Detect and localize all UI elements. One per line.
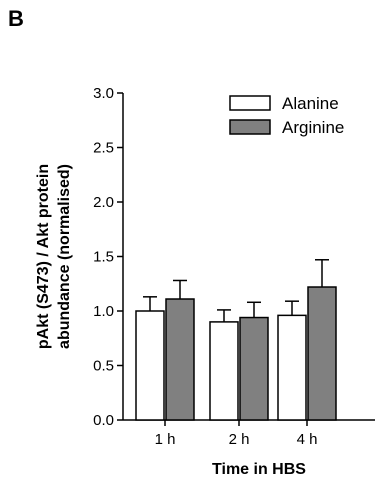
y-tick-label: 2.0 bbox=[93, 194, 114, 211]
y-tick-label: 3.0 bbox=[93, 85, 114, 102]
y-axis: 0.0 0.5 1.0 1.5 2.0 2.5 3.0 bbox=[93, 85, 124, 429]
legend: Alanine Arginine bbox=[229, 94, 344, 137]
x-tick-label: 1 h bbox=[155, 431, 176, 448]
y-tick-label: 1.5 bbox=[93, 249, 114, 266]
y-tick-label: 0.0 bbox=[93, 412, 114, 429]
y-tick-label: 0.5 bbox=[93, 358, 114, 375]
y-axis-title-line2: abundance (normalised) bbox=[56, 164, 73, 349]
panel-label: B bbox=[8, 6, 24, 31]
legend-label-arginine: Arginine bbox=[282, 118, 344, 137]
legend-swatch-alanine bbox=[229, 95, 271, 111]
bars-group bbox=[135, 259, 337, 421]
y-tick-label: 1.0 bbox=[93, 303, 114, 320]
y-tick-label: 2.5 bbox=[93, 140, 114, 157]
bar-alanine-2 bbox=[209, 321, 239, 421]
bar-alanine-3 bbox=[277, 314, 307, 421]
y-axis-title-line1: pAkt (S473) / Akt protein bbox=[35, 164, 52, 349]
legend-label-alanine: Alanine bbox=[282, 94, 339, 113]
bar-arginine-1 bbox=[165, 298, 195, 421]
bar-alanine-1 bbox=[135, 310, 165, 421]
x-tick-label: 4 h bbox=[297, 431, 318, 448]
bar-arginine-3 bbox=[307, 286, 337, 421]
x-axis: 1 h 2 h 4 h bbox=[123, 419, 375, 448]
x-axis-title: Time in HBS bbox=[212, 461, 306, 478]
x-tick-label: 2 h bbox=[229, 431, 250, 448]
bar-arginine-2 bbox=[239, 316, 269, 421]
legend-swatch-arginine bbox=[229, 119, 271, 135]
